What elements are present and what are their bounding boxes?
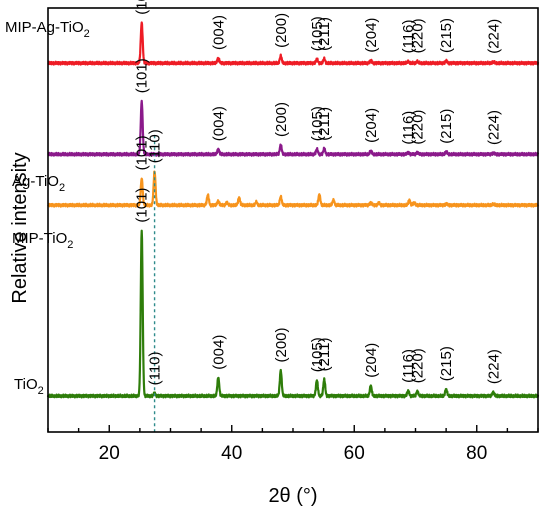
peak-label: (204)	[363, 18, 380, 53]
peak-label: (200)	[273, 102, 290, 137]
peak-label: (211)	[316, 107, 333, 141]
peak-label: (110)	[147, 351, 164, 385]
plot-frame	[47, 7, 539, 433]
peak-label: (004)	[210, 106, 227, 141]
series-name-subscript: 2	[67, 239, 73, 251]
series-name-subscript: 2	[59, 182, 65, 194]
series-name-main: MIP-Ag-TiO	[5, 19, 84, 36]
peak-label: (204)	[363, 108, 380, 143]
peak-label: (105)	[309, 337, 326, 372]
x-tick-label: 40	[221, 443, 242, 464]
x-tick-label: 80	[466, 443, 487, 464]
peak-label: (224)	[485, 19, 502, 54]
peak-label: (204)	[363, 343, 380, 378]
peak-label: (116)	[400, 19, 417, 53]
peak-label: (220)	[409, 348, 426, 383]
peak-label: (220)	[409, 18, 426, 53]
peak-label: (200)	[273, 13, 290, 48]
peak-label: (116)	[400, 111, 417, 145]
peak-label: (105)	[309, 16, 326, 51]
peak-label: (220)	[409, 110, 426, 145]
peak-label: (215)	[438, 18, 455, 53]
series-name-main: TiO	[14, 376, 38, 393]
series-name-label: TiO2	[14, 376, 44, 397]
peak-label: (211)	[316, 337, 333, 371]
peak-label: (110)	[147, 129, 164, 163]
annotation-layer: (101)(004)(200)(105)(211)(204)(116)(220)…	[5, 0, 502, 397]
peak-label: (105)	[309, 106, 326, 141]
x-tick-label: 20	[99, 443, 120, 464]
y-axis-title: Relative intensity	[9, 152, 31, 303]
peak-label: (215)	[438, 109, 455, 144]
peak-label: (101)	[134, 135, 151, 170]
x-axis-title: 2θ (°)	[268, 485, 317, 507]
series-name-subscript: 2	[38, 385, 44, 397]
peak-label: (224)	[485, 349, 502, 384]
series-line-ag-tio2	[47, 99, 540, 157]
peak-label: (211)	[316, 17, 333, 51]
peak-label: (004)	[210, 15, 227, 50]
peak-label: (224)	[485, 110, 502, 145]
peak-label: (004)	[210, 335, 227, 370]
series-name-main: MIP-TiO	[12, 230, 67, 247]
series-name-label: MIP-TiO2	[12, 230, 73, 251]
x-tick-label: 60	[344, 443, 365, 464]
peak-label: (116)	[400, 349, 417, 383]
axes: 20 40 60 80	[47, 7, 539, 464]
series-line-mip-tio2	[47, 170, 540, 208]
peak-label: (215)	[438, 346, 455, 381]
series-name-label: MIP-Ag-TiO2	[5, 19, 90, 40]
peak-label: (101)	[134, 188, 151, 223]
series-line-tio2	[46, 229, 540, 399]
peak-label: (101)	[134, 58, 151, 93]
series-line-mip-ag-tio2	[47, 21, 540, 66]
plot-area	[46, 21, 540, 432]
peak-label: (200)	[273, 327, 290, 362]
series-name-subscript: 2	[84, 28, 90, 40]
